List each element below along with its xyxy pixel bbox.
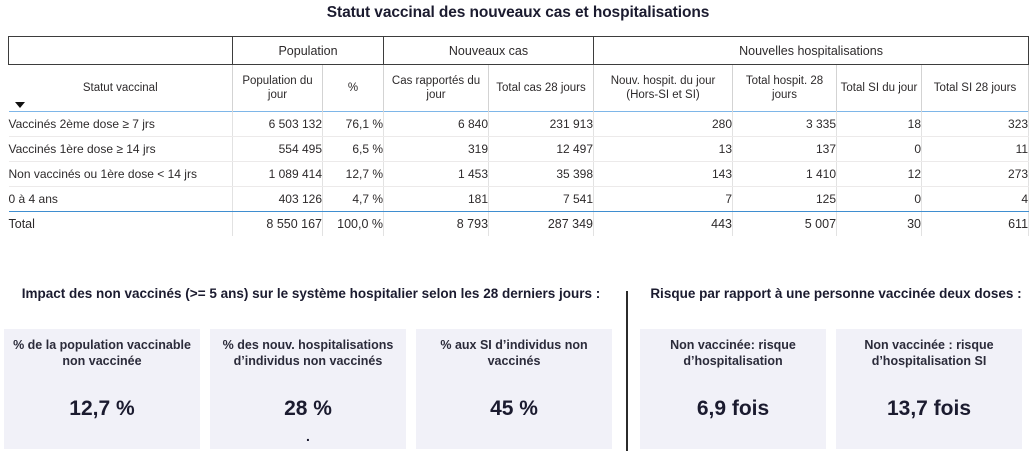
cell-total-hospit-28-jours: 1 410 bbox=[732, 161, 838, 187]
panel-impact: Impact des non vaccinés (>= 5 ans) sur l… bbox=[4, 283, 618, 303]
table-group-header-row: Population Nouveaux cas Nouvelles hospit… bbox=[8, 36, 1030, 65]
cell-total-si-28-jours: 11 bbox=[921, 136, 1030, 162]
stat-box-population-non-vaccinee[interactable]: % de la population vaccinable non vaccin… bbox=[4, 329, 200, 449]
stat-box-risque-hospitalisation-si[interactable]: Non vaccinée : risque d’hospitalisation … bbox=[836, 329, 1022, 449]
column-header-total-cas-28-jours[interactable]: Total cas 28 jours bbox=[488, 64, 595, 112]
cell-total-si-28-jours-total: 611 bbox=[921, 211, 1030, 236]
table-row: Non vaccinés ou 1ère dose < 14 jrs 1 089… bbox=[8, 161, 1030, 187]
table-total-row: Total 8 550 167 100,0 % 8 793 287 349 44… bbox=[8, 211, 1030, 236]
cell-population-du-jour: 554 495 bbox=[232, 136, 323, 162]
column-header-population-du-jour[interactable]: Population du jour bbox=[232, 64, 323, 112]
cell-total-hospit-28-jours: 3 335 bbox=[732, 111, 838, 137]
stat-label: % aux SI d’individus non vaccinés bbox=[440, 338, 588, 368]
stat-value: 13,7 fois bbox=[886, 397, 972, 420]
cell-total-si-du-jour-total: 30 bbox=[836, 211, 923, 236]
cell-nouv-hospit-du-jour: 13 bbox=[593, 136, 734, 162]
cell-total-si-du-jour: 0 bbox=[836, 186, 923, 212]
cell-total-si-28-jours: 323 bbox=[921, 111, 1030, 137]
panel-risk: Risque par rapport à une personne vaccin… bbox=[640, 283, 1032, 303]
stat-value: 45 % bbox=[490, 397, 538, 420]
stat-box-si-non-vaccines[interactable]: % aux SI d’individus non vaccinés 45 % bbox=[416, 329, 612, 449]
stat-footnote: . bbox=[306, 428, 310, 444]
cell-total-si-du-jour: 12 bbox=[836, 161, 923, 187]
column-header-total-hospit-28-jours[interactable]: Total hospit. 28 jours bbox=[732, 64, 838, 112]
cell-statut: 0 à 4 ans bbox=[8, 186, 233, 212]
cell-nouv-hospit-du-jour: 280 bbox=[593, 111, 734, 137]
table-row: Vaccinés 1ère dose ≥ 14 jrs 554 495 6,5 … bbox=[8, 136, 1030, 162]
column-header-total-si-28-jours[interactable]: Total SI 28 jours bbox=[921, 64, 1030, 112]
cell-cas-rapportes-du-jour: 181 bbox=[383, 186, 490, 212]
cell-total-cas-28-jours: 7 541 bbox=[488, 186, 595, 212]
cell-statut: Vaccinés 1ère dose ≥ 14 jrs bbox=[8, 136, 233, 162]
impact-stat-boxes: % de la population vaccinable non vaccin… bbox=[4, 329, 614, 449]
group-header-blank bbox=[8, 36, 233, 65]
cell-cas-rapportes-du-jour: 6 840 bbox=[383, 111, 490, 137]
vaccination-status-table: Population Nouveaux cas Nouvelles hospit… bbox=[8, 36, 1030, 236]
caret-down-icon[interactable] bbox=[14, 102, 25, 108]
stat-label: Non vaccinée : risque d’hospitalisation … bbox=[864, 338, 994, 368]
stat-label: % de la population vaccinable non vaccin… bbox=[13, 338, 191, 368]
stat-value: 6,9 fois bbox=[696, 397, 770, 420]
cell-total-hospit-28-jours: 137 bbox=[732, 136, 838, 162]
column-header-pourcentage[interactable]: % bbox=[321, 64, 385, 112]
cell-pourcentage: 4,7 % bbox=[321, 186, 385, 212]
stat-label: Non vaccinée: risque d’hospitalisation bbox=[670, 338, 796, 368]
stat-box-hospitalisations-non-vaccines[interactable]: % des nouv. hospitalisations d’individus… bbox=[210, 329, 406, 449]
vertical-divider bbox=[626, 291, 628, 451]
cell-population-du-jour-total: 8 550 167 bbox=[232, 211, 323, 236]
table-row: 0 à 4 ans 403 126 4,7 % 181 7 541 7 125 … bbox=[8, 186, 1030, 212]
page-title: Statut vaccinal des nouveaux cas et hosp… bbox=[326, 4, 710, 21]
cell-total-si-28-jours: 273 bbox=[921, 161, 1030, 187]
panel-impact-heading: Impact des non vaccinés (>= 5 ans) sur l… bbox=[21, 286, 601, 301]
cell-total-cas-28-jours: 35 398 bbox=[488, 161, 595, 187]
cell-population-du-jour: 6 503 132 bbox=[232, 111, 323, 137]
column-header-nouv-hospit-du-jour[interactable]: Nouv. hospit. du jour (Hors-SI et SI) bbox=[593, 64, 734, 112]
column-header-total-si-du-jour[interactable]: Total SI du jour bbox=[836, 64, 923, 112]
table-column-header-row: Statut vaccinal Population du jour % Cas… bbox=[8, 64, 1030, 112]
stat-box-risque-hospitalisation[interactable]: Non vaccinée: risque d’hospitalisation 6… bbox=[640, 329, 826, 449]
cell-pourcentage-total: 100,0 % bbox=[321, 211, 385, 236]
cell-nouv-hospit-du-jour: 7 bbox=[593, 186, 734, 212]
group-header-nouveaux-cas: Nouveaux cas bbox=[383, 36, 595, 65]
risk-stat-boxes: Non vaccinée: risque d’hospitalisation 6… bbox=[640, 329, 1032, 449]
group-header-nouvelles-hospitalisations: Nouvelles hospitalisations bbox=[593, 36, 1030, 65]
cell-cas-rapportes-du-jour: 319 bbox=[383, 136, 490, 162]
cell-total-cas-28-jours: 231 913 bbox=[488, 111, 595, 137]
cell-total-hospit-28-jours: 125 bbox=[732, 186, 838, 212]
table-row: Vaccinés 2ème dose ≥ 7 jrs 6 503 132 76,… bbox=[8, 111, 1030, 137]
stat-label: % des nouv. hospitalisations d’individus… bbox=[222, 338, 394, 368]
cell-statut-total: Total bbox=[8, 211, 233, 236]
cell-total-cas-28-jours: 12 497 bbox=[488, 136, 595, 162]
cell-total-si-du-jour: 18 bbox=[836, 111, 923, 137]
stat-value: 28 % bbox=[284, 397, 332, 420]
cell-pourcentage: 76,1 % bbox=[321, 111, 385, 137]
summary-panels: Impact des non vaccinés (>= 5 ans) sur l… bbox=[0, 283, 1036, 457]
cell-population-du-jour: 403 126 bbox=[232, 186, 323, 212]
cell-nouv-hospit-du-jour: 143 bbox=[593, 161, 734, 187]
stat-value: 12,7 % bbox=[69, 397, 135, 420]
group-header-population: Population bbox=[231, 36, 385, 65]
cell-total-hospit-28-jours-total: 5 007 bbox=[732, 211, 838, 236]
column-header-cas-rapportes-du-jour[interactable]: Cas rapportés du jour bbox=[383, 64, 490, 112]
cell-total-cas-28-jours-total: 287 349 bbox=[488, 211, 595, 236]
column-header-statut-vaccinal[interactable]: Statut vaccinal bbox=[8, 64, 233, 112]
cell-nouv-hospit-du-jour-total: 443 bbox=[593, 211, 734, 236]
cell-total-si-du-jour: 0 bbox=[836, 136, 923, 162]
cell-statut: Non vaccinés ou 1ère dose < 14 jrs bbox=[8, 161, 233, 187]
cell-cas-rapportes-du-jour-total: 8 793 bbox=[383, 211, 490, 236]
cell-total-si-28-jours: 4 bbox=[921, 186, 1030, 212]
column-header-statut-vaccinal-label: Statut vaccinal bbox=[82, 82, 158, 94]
cell-statut: Vaccinés 2ème dose ≥ 7 jrs bbox=[8, 111, 233, 137]
cell-pourcentage: 6,5 % bbox=[321, 136, 385, 162]
cell-pourcentage: 12,7 % bbox=[321, 161, 385, 187]
cell-population-du-jour: 1 089 414 bbox=[232, 161, 323, 187]
cell-cas-rapportes-du-jour: 1 453 bbox=[383, 161, 490, 187]
panel-risk-heading: Risque par rapport à une personne vaccin… bbox=[650, 286, 1022, 301]
